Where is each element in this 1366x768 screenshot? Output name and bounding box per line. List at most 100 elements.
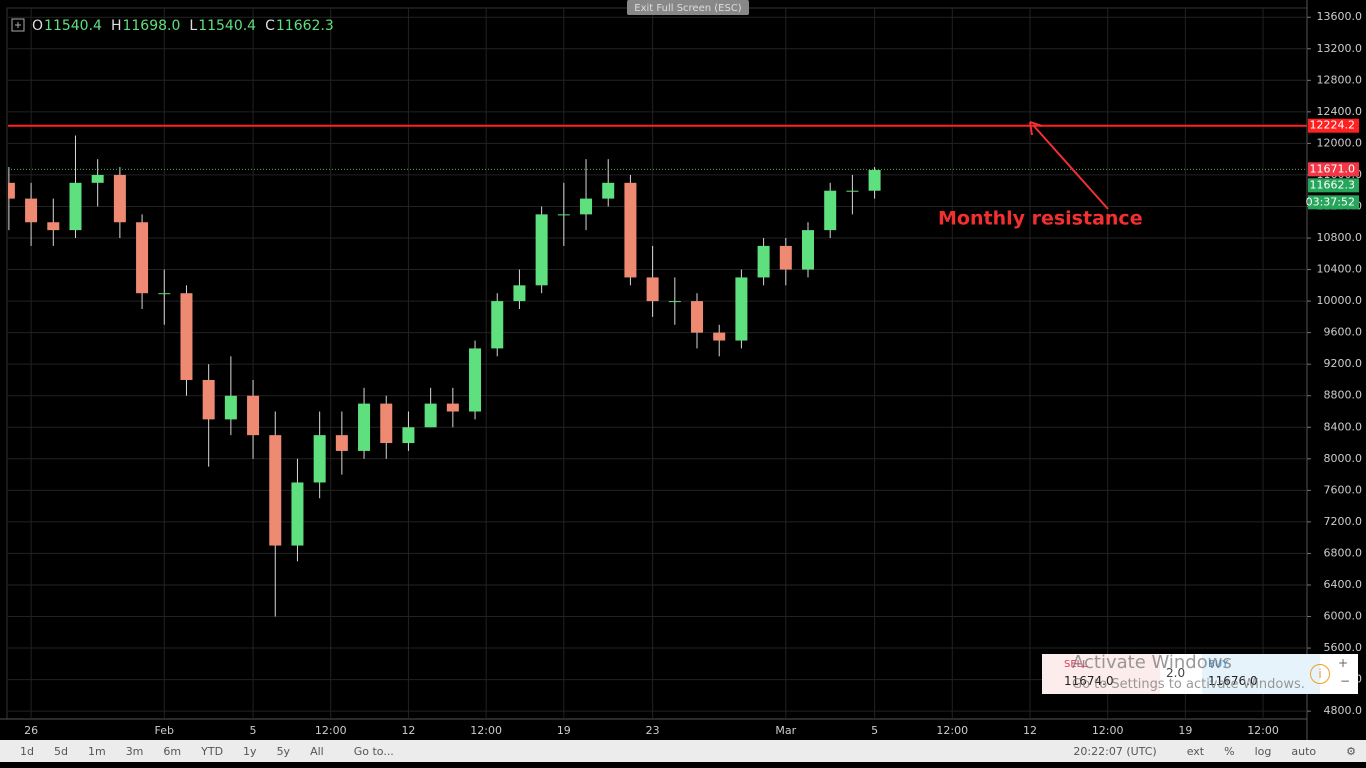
quantity[interactable]: 2.0 [1166,666,1186,680]
x-tick-label: 19 [1178,724,1192,737]
candle-body [224,395,237,420]
x-tick-label: 12:00 [315,724,347,737]
price-line-label: 12224.2 [1310,119,1356,132]
x-tick-label: 12:00 [470,724,502,737]
candle-body [801,230,814,270]
range-button[interactable]: All [310,744,324,758]
y-tick-label: 13600.0 [1317,10,1363,23]
candle-body [47,222,60,231]
candle-body [424,403,437,428]
candle-body [313,435,326,483]
range-button[interactable]: 5y [276,744,291,758]
collapse-icon[interactable]: − [1340,674,1351,688]
legend-toggle-icon [15,22,21,28]
range-button[interactable]: 1y [243,744,257,758]
x-tick-label: 12:00 [936,724,968,737]
sell-button[interactable]: SELL 11674.0 [1042,654,1160,694]
annotation: Monthly resistance [938,208,1143,230]
toolbar: 1d 5d 1m 3m 6m YTD 1y 5y All Go to... 20:22:07 (UT… [0,740,1366,762]
clock: 20:22:07 (UTC) [1073,744,1157,758]
y-tick-label: 8400.0 [1324,420,1363,433]
last-price-label-box [1308,178,1359,193]
candle-body [180,293,193,380]
range-button[interactable]: 1d [20,744,34,758]
y-tick-label: 10400.0 [1317,263,1363,276]
y-tick-label: 8800.0 [1324,389,1363,402]
candle-body [269,435,282,546]
candle-body [624,182,637,278]
candle-body [25,198,38,223]
y-tick-label: 8000.0 [1324,452,1363,465]
settings-icon[interactable]: ⚙ [1346,744,1356,758]
y-tick-label: 9200.0 [1324,357,1363,370]
ohlc-value: 11698.0 [122,18,180,34]
x-tick-label: 12 [1023,724,1037,737]
candle-body [868,170,881,191]
legend-toggle[interactable] [11,18,25,32]
exit-fullscreen-label: Exit Full Screen (ESC) [634,3,742,14]
watermark-text: Go to Settings to activate Windows. [1072,677,1305,692]
annotation-arrow [1032,124,1109,210]
range-button[interactable]: 5d [53,744,68,758]
y-tick-label: 12800.0 [1317,73,1363,86]
candle-body [757,245,770,278]
range-button[interactable]: 3m [125,744,144,758]
candle-body [91,174,104,183]
last-price-label: 11662.3 [1310,178,1356,191]
candle-body [202,379,215,420]
background [0,0,1366,740]
expand-icon[interactable]: + [1338,656,1349,670]
buy-price: 11676.0 [1208,674,1258,688]
candle-body [113,174,126,223]
info-icon[interactable]: i [1310,664,1330,684]
range-button[interactable]: YTD [201,744,224,758]
candle-body [136,222,149,294]
x-tick-label: Mar [775,724,796,737]
candle-body [513,285,526,302]
x-tick-label: 26 [24,724,38,737]
candle-body [247,395,260,436]
ohlc-key: C [265,18,275,34]
range-button[interactable]: 6m [163,744,182,758]
x-tick-label: Feb [155,724,174,737]
ohlc-key: L [189,18,197,34]
y-tick-label: 6800.0 [1324,546,1363,559]
candle-body [602,182,615,199]
range-button[interactable]: 1m [87,744,106,758]
ohlc-key: O [32,18,43,34]
option-button[interactable]: % [1224,744,1235,758]
ohlc-key: H [111,18,122,34]
candle-body [335,435,348,451]
x-tick-label: 5 [250,724,257,737]
sell-price: 11674.0 [1064,674,1114,688]
x-tick-label: 12:00 [1247,724,1279,737]
y-tick-label: 7200.0 [1324,515,1363,528]
price-line-label-box [1308,162,1359,177]
y-tick-label: 12400.0 [1317,105,1363,118]
candle-body [291,482,304,546]
annotation-arrowhead [1029,121,1043,136]
x-tick-label: 5 [871,724,878,737]
candle-body [779,245,792,270]
x-tick-label: 12:00 [1092,724,1124,737]
chart: 13600.013200.012800.012400.012000.011600… [0,0,1366,740]
goto-button[interactable]: Go to... [353,744,394,758]
price-line-label-box [1308,118,1359,133]
exit-fullscreen-button[interactable] [627,0,749,15]
option-button[interactable]: log [1254,744,1272,758]
candle-body [824,190,837,231]
y-tick-label: 12000.0 [1317,136,1363,149]
x-tick-label: 19 [557,724,571,737]
candle-body [557,214,570,216]
option-button[interactable]: auto [1291,744,1317,758]
candle-body [491,301,504,349]
ohlc-value: 11540.4 [198,18,256,34]
buy-button[interactable]: BUY 11676.0 [1202,654,1320,694]
candle-body [580,198,593,215]
option-button[interactable]: ext [1186,744,1205,758]
candle-body [735,277,748,341]
y-tick-label: 7600.0 [1324,483,1363,496]
y-tick-label: 10800.0 [1317,231,1363,244]
candle-body [402,427,415,444]
countdown: 03:37:52 [1306,195,1355,208]
